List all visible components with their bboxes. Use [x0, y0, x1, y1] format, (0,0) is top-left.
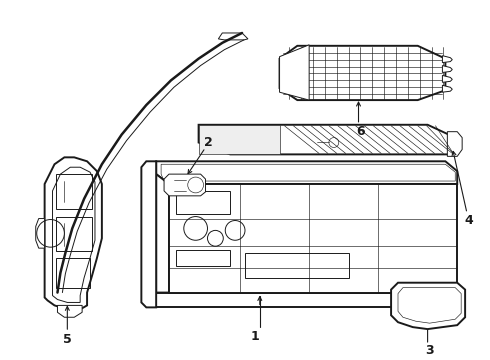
Text: 2: 2	[204, 136, 213, 149]
Polygon shape	[391, 283, 465, 329]
Polygon shape	[45, 157, 102, 309]
Polygon shape	[198, 125, 455, 154]
Polygon shape	[57, 305, 82, 317]
Polygon shape	[280, 46, 445, 100]
Polygon shape	[280, 45, 309, 100]
Polygon shape	[442, 85, 452, 92]
Polygon shape	[156, 174, 169, 293]
Text: 3: 3	[425, 344, 434, 357]
Polygon shape	[36, 219, 45, 248]
Polygon shape	[156, 161, 457, 184]
Polygon shape	[141, 161, 156, 307]
Polygon shape	[442, 75, 452, 82]
Text: 1: 1	[250, 330, 259, 343]
Text: 6: 6	[356, 125, 365, 138]
Polygon shape	[198, 125, 280, 154]
Polygon shape	[447, 132, 462, 156]
Polygon shape	[442, 56, 452, 63]
Text: 4: 4	[465, 214, 473, 227]
Polygon shape	[164, 174, 205, 196]
Polygon shape	[156, 293, 457, 307]
Polygon shape	[169, 184, 457, 293]
Polygon shape	[219, 33, 248, 40]
Polygon shape	[442, 66, 452, 72]
Text: 5: 5	[63, 333, 72, 346]
